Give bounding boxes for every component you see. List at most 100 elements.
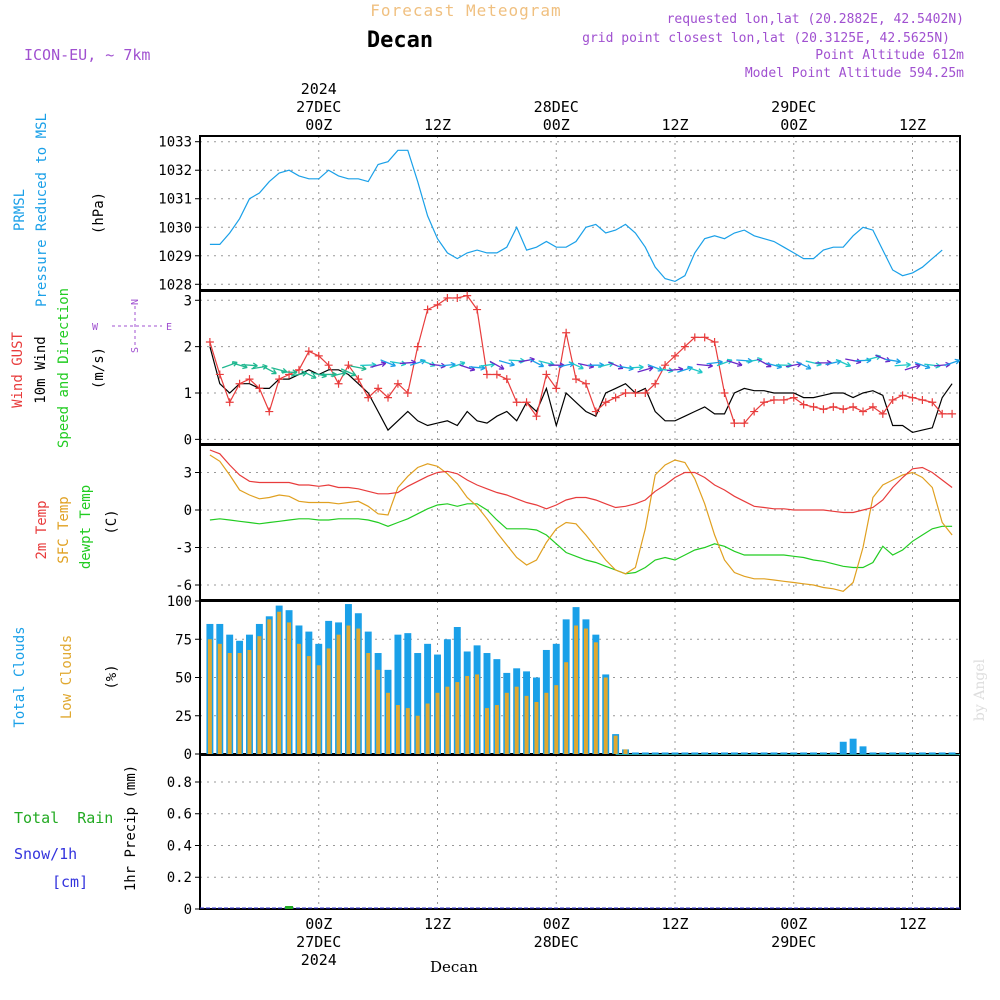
gust-marker (443, 293, 452, 302)
gust-marker (473, 305, 482, 314)
ytick-label: 1 (184, 386, 192, 402)
total-cloud-bar (770, 752, 778, 754)
panel-frame (199, 444, 961, 601)
time-label-top: 28DEC (534, 98, 579, 116)
wind-unit: (m/s) (91, 347, 107, 389)
temp2m-line (209, 449, 953, 514)
low-cloud-bar (247, 649, 252, 754)
location-title: Decan (367, 28, 433, 53)
gust-marker (671, 351, 679, 360)
low-cloud-bar (603, 677, 608, 754)
ytick-label: 3 (184, 293, 192, 309)
total-cloud-bar (641, 752, 649, 754)
gust-marker (354, 375, 363, 384)
low-cloud-bar (425, 703, 430, 754)
ytick-label: 0.4 (167, 838, 192, 854)
compass-s: S (130, 347, 141, 353)
wind-gust-label: Wind GUST (10, 332, 26, 408)
gust-marker (492, 370, 501, 379)
total-cloud-bar (671, 752, 679, 754)
wind-direction-arrow (726, 359, 743, 367)
time-label-top: 2024 (301, 80, 337, 98)
low-cloud-bar (287, 622, 292, 754)
snow-label: Snow/1h (14, 845, 77, 863)
low-cloud-bar (544, 692, 549, 754)
sfc-temp-line (209, 454, 953, 592)
gust-marker (809, 402, 818, 411)
low-cloud-bar (346, 625, 351, 754)
requested-coords: requested lon,lat (20.2882E, 42.5402N) (667, 12, 964, 27)
temp2m-label: 2m Temp (34, 500, 50, 559)
total-cloud-bar (483, 653, 491, 754)
panel-temperature: -6 -3 0 3 (175, 444, 961, 601)
gust-marker (294, 365, 303, 374)
gust-marker (789, 393, 798, 402)
time-label-bottom: 28DEC (534, 933, 579, 951)
low-cloud-bar (207, 639, 212, 754)
time-label-top: 12Z (661, 116, 688, 134)
gust-marker (938, 409, 947, 418)
ytick-label: 0 (184, 747, 192, 763)
total-cloud-bar (790, 752, 798, 754)
gust-marker (572, 375, 581, 384)
low-cloud-bar (395, 705, 400, 754)
rain-bar (285, 906, 294, 909)
model-point-altitude: Model Point Altitude 594.25m (745, 66, 964, 81)
total-cloud-bar (631, 752, 639, 754)
wind-direction-arrow (944, 358, 961, 367)
pressure-msl-label: Pressure Reduced to MSL (34, 113, 50, 307)
low-cloud-bar (435, 692, 440, 754)
gust-marker (948, 409, 957, 418)
low-cloud-bar (415, 715, 420, 754)
gust-marker (433, 300, 442, 309)
ytick-label: 3 (184, 466, 192, 482)
gust-marker (562, 328, 571, 337)
dewpt-label: dewpt Temp (78, 485, 94, 569)
gust-marker (740, 419, 749, 428)
wind-10m-label: 10m Wind (33, 336, 49, 403)
gust-marker (275, 375, 284, 384)
point-altitude: Point Altitude 612m (815, 48, 964, 63)
low-cloud-bar (267, 619, 272, 754)
time-label-top: 00Z (543, 116, 570, 134)
gust-marker (651, 379, 660, 388)
time-label-top: 00Z (780, 116, 807, 134)
total-cloud-bar (651, 752, 659, 754)
time-label-bottom: 00Z (305, 915, 332, 933)
sfc-temp-label: SFC Temp (56, 496, 72, 563)
gust-marker (552, 384, 561, 393)
low-cloud-bar (386, 692, 390, 754)
time-label-bottom: 12Z (899, 915, 926, 933)
time-label-top: 00Z (305, 116, 332, 134)
gust-marker (859, 407, 868, 416)
gust-marker (304, 347, 313, 356)
gust-line (209, 294, 953, 424)
time-label-bottom: 00Z (780, 915, 807, 933)
low-cloud-bar (336, 634, 341, 754)
gust-marker (799, 400, 808, 409)
gust-marker (769, 395, 778, 404)
low-cloud-bar (405, 708, 410, 754)
low-cloud-bar (445, 686, 450, 754)
total-cloud-bar (928, 752, 936, 754)
ytick-label: 100 (167, 594, 192, 610)
gust-marker (314, 351, 323, 360)
gust-marker (868, 402, 877, 411)
gust-marker (829, 402, 838, 411)
total-cloud-bar (948, 752, 956, 754)
gust-marker (532, 412, 541, 421)
compass-rose: N S W E (92, 299, 172, 353)
wind-direction-arrow (904, 363, 921, 371)
ytick-label: 1030 (158, 220, 192, 236)
low-cloud-bar (593, 642, 598, 754)
prmsl-label: PRMSL (12, 189, 28, 231)
wind-direction-arrow (529, 358, 545, 368)
total-cloud-bar (909, 752, 916, 754)
wind-direction-arrow (350, 365, 367, 372)
compass-w: W (92, 322, 99, 333)
wind-direction-arrow (261, 365, 277, 375)
gust-marker (680, 342, 689, 351)
total-cloud-bar (404, 633, 412, 754)
ytick-label: 1031 (158, 192, 192, 208)
